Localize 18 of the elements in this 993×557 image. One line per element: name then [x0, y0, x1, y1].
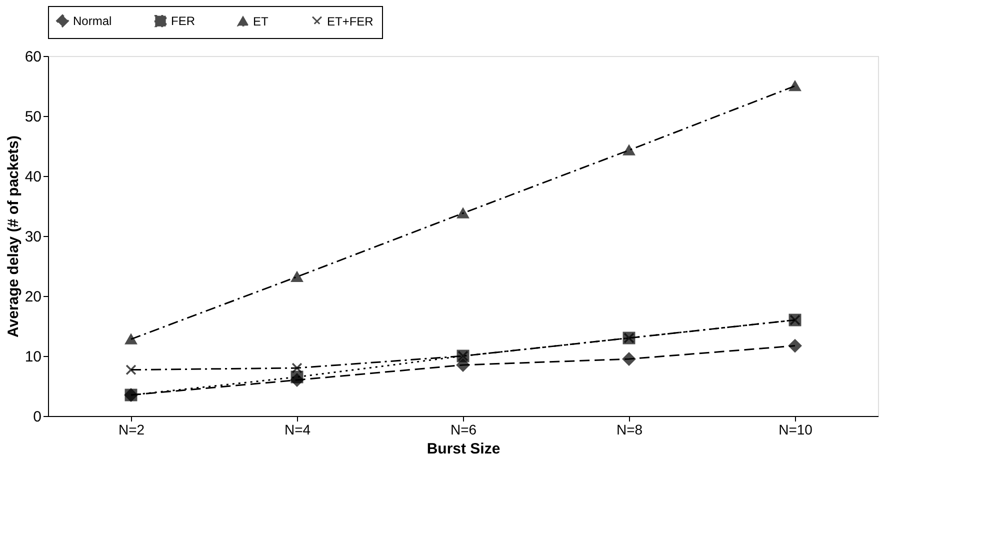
x-axis-title: Burst Size	[426, 440, 500, 458]
x-tick-label: N=6	[450, 422, 477, 438]
legend-label: ET	[253, 14, 270, 28]
y-axis-title: Average delay (# of packets)	[4, 135, 22, 338]
y-tick-label: 50	[24, 108, 42, 126]
y-tick-label: 10	[24, 348, 42, 366]
legend-label: Normal	[73, 14, 112, 28]
y-tick-label: 30	[24, 228, 42, 246]
y-tick-label: 60	[24, 48, 42, 66]
x-tick-label: N=2	[118, 422, 145, 438]
y-tick-label: 20	[24, 288, 42, 306]
x-tick-label: N=10	[778, 422, 813, 438]
x-tick-label: N=8	[616, 422, 643, 438]
legend-label: FER	[171, 14, 196, 28]
x-tick-label: N=4	[284, 422, 311, 438]
legend-label: ET+FER	[327, 14, 374, 28]
y-tick-label: 0	[33, 408, 42, 426]
y-tick-label: 40	[24, 168, 42, 186]
